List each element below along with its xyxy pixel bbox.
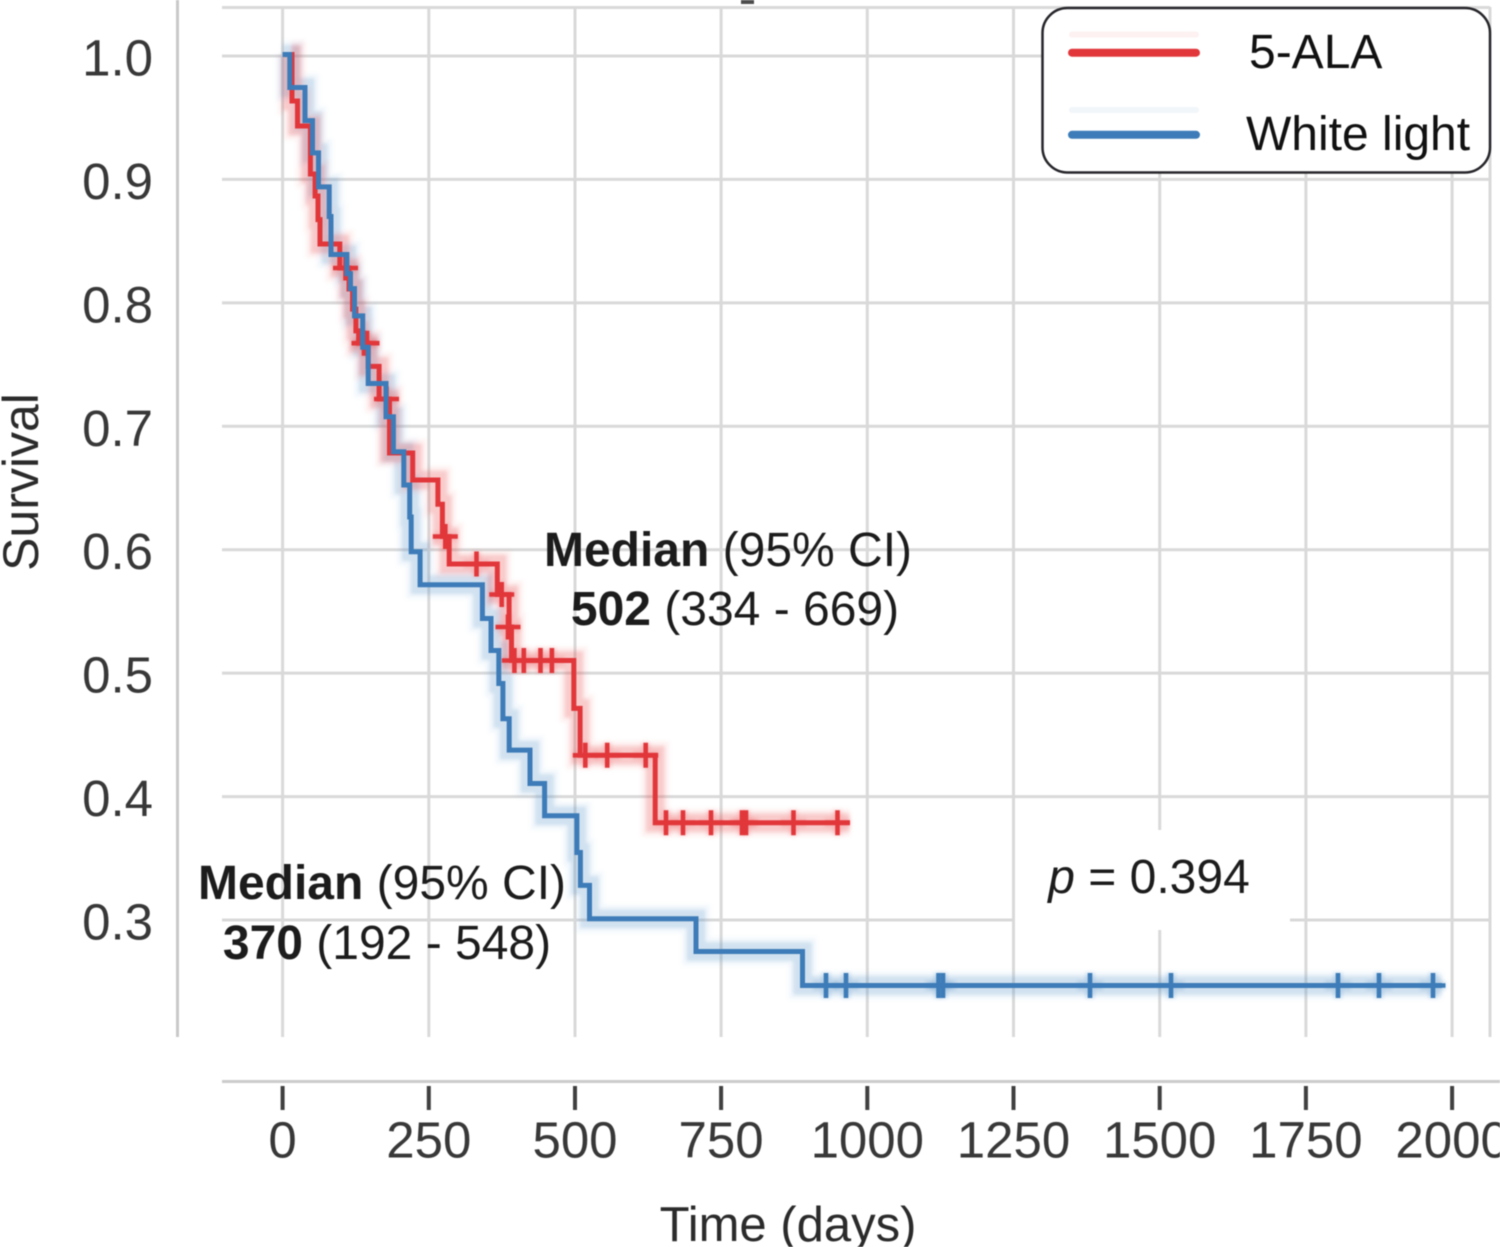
svg-text:Time (days): Time (days) xyxy=(660,1198,917,1247)
svg-text:1.0: 1.0 xyxy=(82,30,153,87)
svg-text:0.5: 0.5 xyxy=(82,647,153,704)
svg-text:2000: 2000 xyxy=(1395,1112,1500,1169)
svg-text:0.8: 0.8 xyxy=(82,276,153,333)
svg-text:Survival: Survival xyxy=(0,393,49,571)
svg-text:0.6: 0.6 xyxy=(82,523,153,580)
svg-text:750: 750 xyxy=(679,1112,764,1169)
svg-text:1500: 1500 xyxy=(1103,1112,1216,1169)
svg-text:Median (95% CI): Median (95% CI) xyxy=(198,857,566,910)
svg-text:0.7: 0.7 xyxy=(82,400,153,457)
svg-text:0.9: 0.9 xyxy=(82,153,153,210)
svg-text:0.3: 0.3 xyxy=(82,894,153,951)
svg-text:250: 250 xyxy=(386,1112,471,1169)
svg-text:5-ALA: 5-ALA xyxy=(1249,26,1382,79)
svg-text:370 (192 - 548): 370 (192 - 548) xyxy=(223,917,551,970)
svg-text:0: 0 xyxy=(268,1112,296,1169)
svg-text:0.4: 0.4 xyxy=(82,770,153,827)
svg-text:500: 500 xyxy=(532,1112,617,1169)
svg-text:White light: White light xyxy=(1246,108,1470,161)
svg-text:1000: 1000 xyxy=(811,1112,924,1169)
svg-text:1750: 1750 xyxy=(1249,1112,1362,1169)
svg-text:p = 0.394: p = 0.394 xyxy=(1046,851,1250,904)
svg-text:1250: 1250 xyxy=(957,1112,1070,1169)
svg-text:Median (95% CI): Median (95% CI) xyxy=(544,524,912,577)
svg-text:502 (334 - 669): 502 (334 - 669) xyxy=(571,583,899,636)
